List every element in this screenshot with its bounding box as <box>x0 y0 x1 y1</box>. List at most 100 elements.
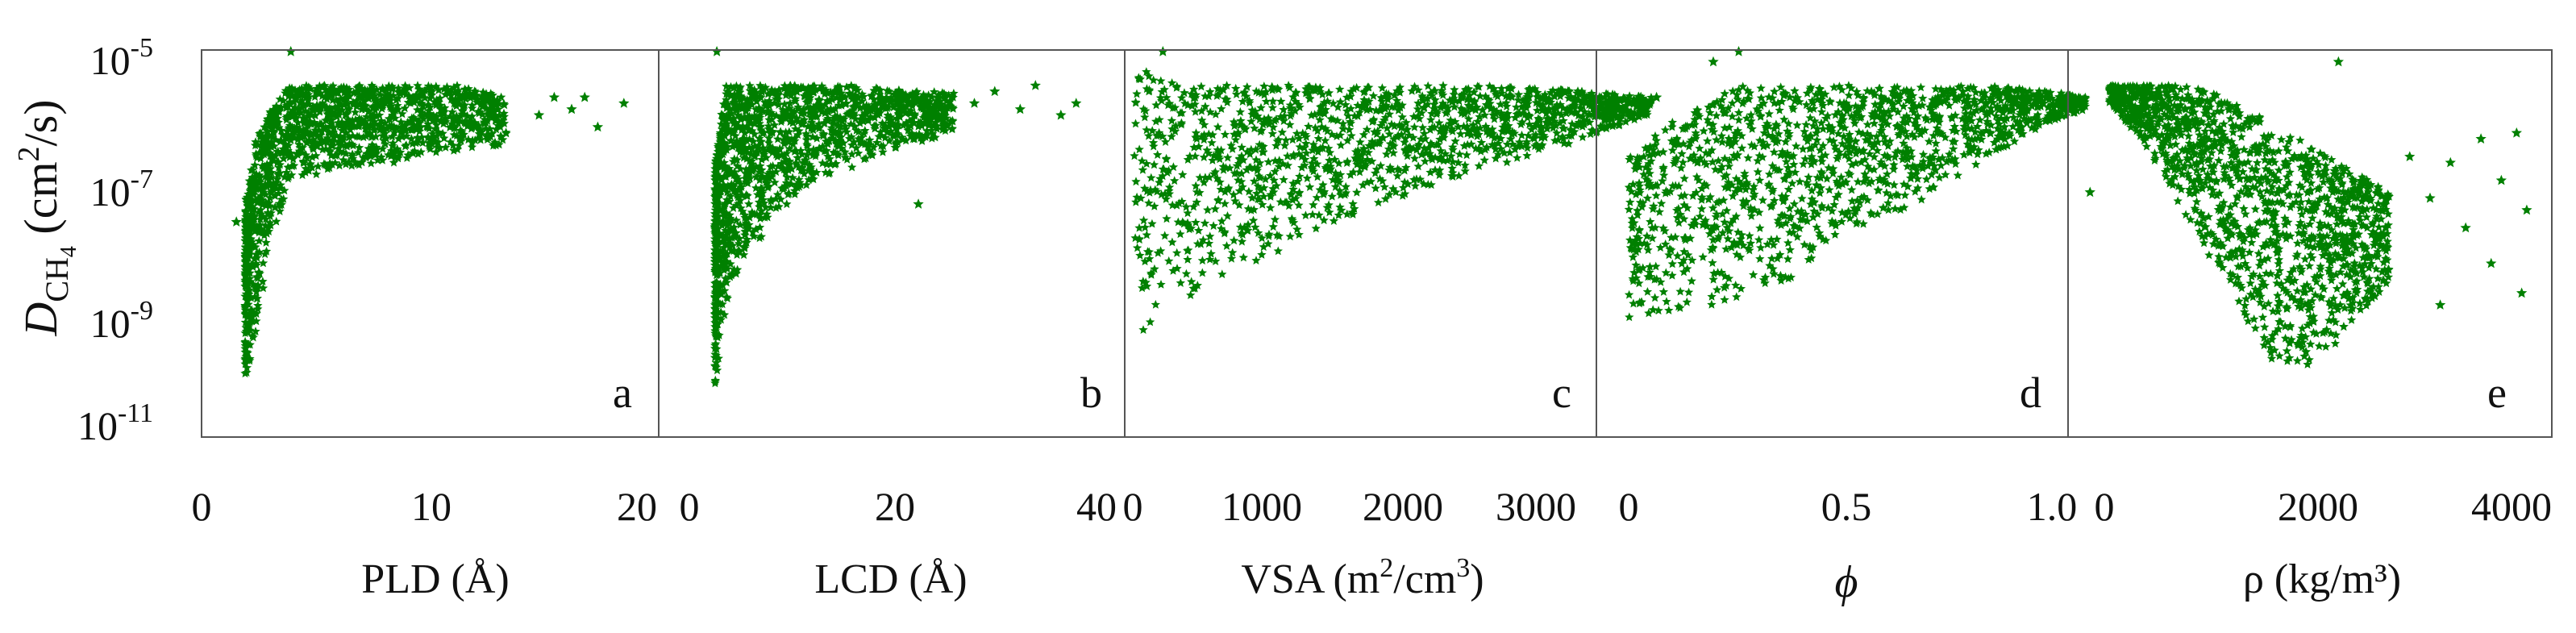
data-point <box>293 134 303 144</box>
data-point <box>734 174 743 183</box>
data-point <box>812 168 822 177</box>
data-point <box>242 295 252 304</box>
data-point <box>412 124 422 134</box>
data-point <box>835 114 846 123</box>
data-point <box>1393 105 1404 115</box>
data-point <box>1653 148 1663 157</box>
data-point <box>488 95 497 105</box>
data-point <box>1307 163 1317 172</box>
data-point <box>1317 144 1328 152</box>
data-point <box>477 92 487 101</box>
data-point <box>1781 156 1792 166</box>
data-point <box>1745 245 1754 255</box>
data-point <box>1318 188 1329 198</box>
data-point <box>1210 204 1220 214</box>
data-point <box>1853 177 1863 186</box>
data-point <box>1371 168 1380 177</box>
data-point <box>767 115 776 124</box>
data-point <box>336 140 347 149</box>
data-point <box>711 357 722 367</box>
data-point <box>1435 135 1445 144</box>
data-point <box>1774 129 1783 139</box>
data-point <box>1149 75 1159 85</box>
data-point <box>1142 159 1151 168</box>
data-point <box>1730 128 1740 138</box>
x-tick-labels-a: 0 10 20 <box>192 484 658 529</box>
data-point <box>1197 115 1207 125</box>
data-point <box>1206 248 1216 258</box>
data-point <box>439 133 449 143</box>
data-point <box>1730 134 1740 143</box>
data-point <box>833 149 843 158</box>
data-point <box>1362 124 1372 134</box>
data-point <box>758 148 768 157</box>
data-point <box>1425 139 1436 148</box>
data-point <box>1883 205 1893 214</box>
data-point <box>1141 277 1151 287</box>
data-point <box>1454 171 1464 181</box>
data-point <box>739 152 749 162</box>
data-point <box>766 108 776 117</box>
data-point <box>317 136 327 145</box>
data-point <box>1138 215 1149 225</box>
data-point <box>1203 205 1213 214</box>
data-point <box>467 142 477 152</box>
data-point <box>1346 91 1355 101</box>
data-point <box>1294 189 1304 198</box>
data-point <box>1521 139 1531 148</box>
data-point <box>243 323 253 332</box>
data-point <box>1387 102 1397 111</box>
data-point <box>1425 88 1436 98</box>
data-point <box>747 149 756 159</box>
data-point <box>1277 127 1287 137</box>
data-point <box>290 91 300 101</box>
data-point <box>1268 96 1278 106</box>
data-point <box>1161 154 1171 164</box>
data-point <box>1259 183 1269 192</box>
data-point <box>1363 148 1373 157</box>
data-point <box>487 128 497 138</box>
data-point <box>467 100 477 110</box>
data-point <box>1257 88 1267 98</box>
data-point <box>754 102 764 112</box>
data-point <box>1236 177 1246 186</box>
data-point <box>1630 108 1640 118</box>
y-tick-label-1e-7: 10-7 <box>90 164 153 214</box>
data-point <box>734 198 743 208</box>
data-point <box>1400 165 1409 175</box>
data-point <box>1436 102 1446 112</box>
data-point <box>383 89 393 98</box>
data-point <box>372 111 381 120</box>
data-point <box>1837 216 1846 226</box>
data-point <box>256 137 267 147</box>
data-point <box>808 167 818 177</box>
data-point <box>892 95 901 105</box>
data-point <box>892 124 902 133</box>
data-point <box>1712 285 1722 294</box>
data-point <box>1251 222 1260 231</box>
data-point <box>1157 87 1167 96</box>
data-point <box>903 125 913 135</box>
data-point <box>423 81 434 90</box>
data-point <box>809 125 818 135</box>
data-point <box>1309 140 1318 149</box>
data-point <box>773 89 783 98</box>
y-tick-label-1e-9: 10-9 <box>90 296 153 346</box>
data-point <box>728 240 738 250</box>
data-point <box>1258 199 1267 209</box>
data-point <box>1255 140 1264 149</box>
data-point <box>729 223 739 231</box>
data-point <box>1251 106 1260 115</box>
data-point <box>758 173 768 181</box>
data-point <box>1297 162 1307 172</box>
data-point <box>313 131 323 140</box>
data-point <box>1222 94 1232 104</box>
data-point <box>884 122 894 131</box>
data-point <box>1518 95 1528 105</box>
data-point <box>1309 166 1318 176</box>
data-point <box>1438 156 1449 165</box>
data-point <box>888 102 898 112</box>
data-point <box>1181 269 1192 278</box>
data-point <box>299 113 309 123</box>
data-point <box>781 178 792 187</box>
